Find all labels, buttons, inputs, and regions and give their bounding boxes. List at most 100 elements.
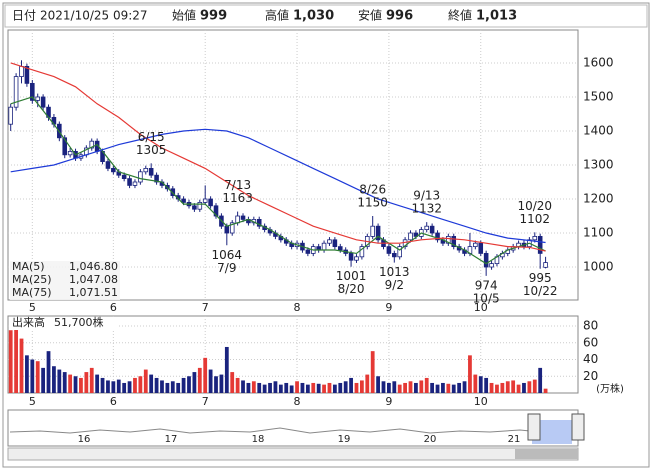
candle-body	[197, 202, 203, 210]
volume-bar	[214, 376, 218, 393]
annotation: 1150	[357, 196, 388, 210]
volume-bar	[187, 376, 191, 393]
annotation: 9/2	[385, 278, 404, 292]
candle-body	[40, 96, 46, 108]
volume-bar	[359, 380, 364, 393]
volume-bar	[311, 382, 316, 393]
volume-label: 51,700株	[54, 315, 104, 329]
candle-body	[13, 76, 19, 108]
scrollbar-thumb[interactable]	[515, 449, 578, 459]
volume-bar	[338, 382, 343, 393]
volume-bar	[165, 382, 170, 393]
annotation: 1001	[336, 269, 367, 283]
volume-tick-label: 60	[583, 335, 598, 349]
candle-body	[30, 82, 35, 101]
volume-bar	[332, 384, 337, 393]
header-label: 始値	[172, 8, 196, 23]
volume-bar	[370, 351, 375, 393]
candle-body	[397, 246, 402, 258]
navigator-label: 20	[424, 434, 437, 445]
volume-bar	[435, 384, 440, 393]
volume-bar	[73, 376, 78, 393]
legend-name: MA(25)	[12, 273, 52, 286]
legend-value: 1,046.80	[69, 260, 118, 273]
annotation: 1305	[136, 143, 167, 157]
candle-body	[348, 253, 354, 261]
annotation: 1163	[222, 191, 253, 205]
navigator	[7, 409, 579, 447]
candle-body	[208, 198, 213, 207]
annotation: 8/26	[359, 183, 386, 197]
volume-bar	[143, 369, 148, 393]
volume-bar	[192, 372, 197, 393]
x-tick-label: 6	[110, 301, 117, 314]
volume-tick-label: 20	[583, 369, 598, 383]
x-tick-label: 10	[474, 395, 488, 408]
volume-bar	[14, 327, 18, 393]
x-tick-label: 8	[294, 301, 301, 314]
candle-body	[35, 96, 41, 101]
candle-body	[370, 225, 375, 237]
volume-bar	[224, 346, 229, 393]
volume-bar	[160, 380, 164, 393]
annotation: 8/20	[338, 282, 365, 296]
x-tick-label: 9	[385, 395, 392, 408]
candle-body	[89, 140, 95, 149]
y-tick-label: 1100	[583, 226, 614, 240]
volume-bar	[170, 381, 175, 393]
volume-bar	[8, 330, 13, 393]
volume-bar	[484, 377, 489, 393]
candle-body	[424, 225, 430, 231]
navigator-handle-right[interactable]	[571, 413, 585, 441]
annotation: 1064	[212, 248, 243, 262]
navigator-label: 17	[165, 434, 178, 445]
volume-bar	[543, 388, 548, 393]
volume-bar	[208, 369, 213, 393]
volume-bar	[462, 381, 467, 393]
volume-bar	[522, 382, 526, 393]
header-label: 高値	[265, 8, 289, 23]
volume-unit: (万株)	[596, 382, 624, 395]
candle-body	[451, 236, 457, 248]
volume-bar	[505, 381, 510, 393]
volume-bar	[273, 381, 278, 393]
y-tick-label: 1300	[583, 158, 614, 172]
volume-bar	[154, 377, 159, 393]
scrollbar[interactable]	[7, 447, 579, 461]
legend-box	[10, 274, 120, 287]
candle-body	[478, 242, 484, 254]
volume-bar	[457, 382, 462, 393]
volume-bar	[46, 351, 51, 393]
navigator-handle-left[interactable]	[527, 413, 541, 441]
candle-body	[413, 232, 419, 237]
volume-bar	[495, 384, 499, 393]
volume-bar	[25, 355, 29, 393]
annotation: 7/9	[217, 261, 236, 275]
header-value: 1,030	[293, 9, 334, 24]
volume-title: 出来高	[12, 315, 45, 329]
volume-bar	[57, 369, 62, 393]
annotation: 6/15	[138, 130, 165, 144]
volume-bar	[181, 377, 186, 393]
candle-body	[8, 106, 13, 125]
volume-bar	[397, 384, 402, 393]
annotation: 10/20	[517, 199, 552, 213]
candle-body	[148, 168, 154, 176]
volume-bar	[219, 374, 224, 393]
candle-body	[537, 236, 543, 254]
candle-body	[327, 239, 332, 244]
candle-body	[375, 225, 381, 241]
candle-body	[143, 168, 149, 173]
volume-bar	[349, 377, 353, 393]
ma-line	[10, 128, 546, 244]
volume-bar	[284, 382, 289, 393]
volume-bar	[451, 384, 456, 393]
annotation: 974	[475, 278, 498, 292]
volume-bar	[79, 377, 83, 393]
volume-bar	[111, 381, 116, 393]
navigator-label: 21	[508, 434, 521, 445]
y-tick-label: 1000	[583, 260, 614, 274]
volume-bar	[489, 382, 494, 393]
volume-bar	[127, 381, 132, 393]
volume-bar	[257, 382, 262, 393]
